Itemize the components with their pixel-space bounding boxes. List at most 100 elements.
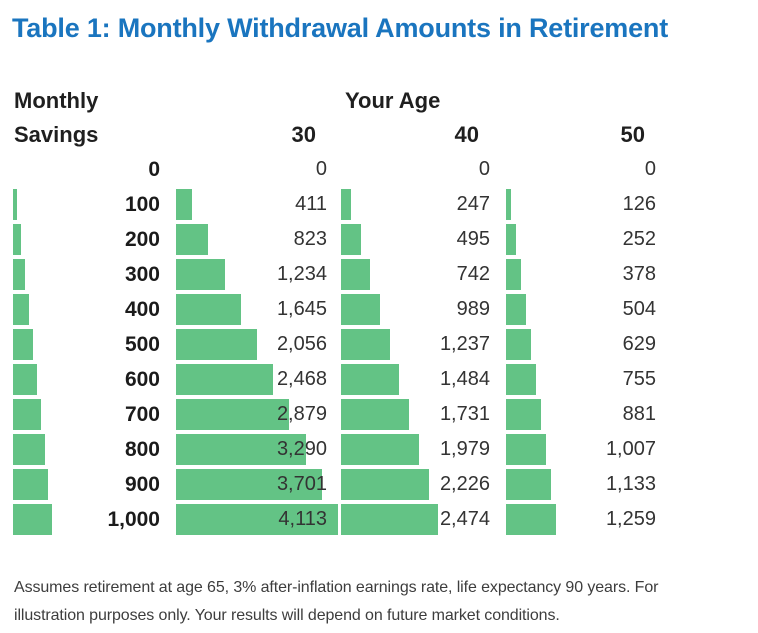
header-age-50: 50 <box>620 122 645 147</box>
age-40-value: 1,979 <box>439 438 490 460</box>
age-30-value: 2,879 <box>276 403 327 425</box>
savings-bar <box>13 189 17 220</box>
age-40-value: 1,484 <box>439 368 490 390</box>
age-40-value: 495 <box>456 228 490 250</box>
savings-bar <box>13 329 33 360</box>
age-50-bar <box>506 399 541 430</box>
age-30-value: 2,468 <box>276 368 327 390</box>
age-40-value: 0 <box>478 158 490 180</box>
header-your-age: Your Age <box>345 88 441 113</box>
footnote-line-2: illustration purposes only. Your results… <box>14 607 560 624</box>
savings-bar <box>13 259 25 290</box>
age-50-bar <box>506 224 516 255</box>
table-row: 100 411 247 126 <box>0 187 758 222</box>
age-30-value: 411 <box>295 193 327 215</box>
savings-bar <box>13 224 21 255</box>
savings-bar <box>13 294 29 325</box>
age-50-value: 126 <box>622 193 656 215</box>
age-40-value: 2,226 <box>439 473 490 495</box>
age-30-value: 0 <box>315 158 327 180</box>
age-40-bar <box>341 399 410 430</box>
table-row: 600 2,468 1,484 755 <box>0 362 758 397</box>
age-50-value: 0 <box>644 158 656 180</box>
age-50-value: 1,133 <box>605 473 656 495</box>
table-row: 1,000 4,113 2,474 1,259 <box>0 502 758 537</box>
table-row: 400 1,645 989 504 <box>0 292 758 327</box>
age-50-value: 881 <box>622 403 656 425</box>
savings-bar <box>13 504 53 535</box>
savings-bar <box>13 434 45 465</box>
header-monthly: Monthly <box>14 88 99 113</box>
age-50-bar <box>506 329 531 360</box>
table-row: 800 3,290 1,979 1,007 <box>0 432 758 467</box>
table-row: 200 823 495 252 <box>0 222 758 257</box>
age-30-bar <box>176 189 193 220</box>
age-30-bar <box>176 259 225 290</box>
savings-amount: 600 <box>124 368 160 391</box>
age-50-bar <box>506 434 546 465</box>
savings-amount: 900 <box>124 473 160 496</box>
table-header: Monthly Savings Your Age 30 40 50 <box>0 86 758 152</box>
savings-amount: 1,000 <box>107 508 160 531</box>
savings-amount: 700 <box>124 403 160 426</box>
age-30-bar <box>176 294 241 325</box>
savings-amount: 300 <box>124 263 160 286</box>
age-50-bar <box>506 259 521 290</box>
age-40-bar <box>341 434 419 465</box>
age-30-bar <box>176 224 209 255</box>
header-age-30: 30 <box>291 122 316 147</box>
age-30-value: 3,701 <box>276 473 327 495</box>
savings-bar <box>13 399 41 430</box>
age-50-bar <box>506 294 526 325</box>
age-50-bar <box>506 364 536 395</box>
age-50-bar <box>506 469 551 500</box>
age-30-bar <box>176 434 306 465</box>
age-50-value: 378 <box>622 263 656 285</box>
age-40-value: 247 <box>456 193 490 215</box>
footnote-line-1: Assumes retirement at age 65, 3% after-i… <box>14 579 659 596</box>
age-30-value: 823 <box>293 228 327 250</box>
age-30-bar <box>176 504 339 535</box>
age-30-value: 4,113 <box>278 508 327 530</box>
table-row: 900 3,701 2,226 1,133 <box>0 467 758 502</box>
age-40-bar <box>341 294 380 325</box>
age-40-bar <box>341 504 439 535</box>
age-40-bar <box>341 224 361 255</box>
age-50-bar <box>506 189 511 220</box>
table-body: 0 0 0 0 100 411 247 126 200 823 495 252 <box>0 152 758 537</box>
age-50-value: 1,007 <box>605 438 656 460</box>
footnote: Assumes retirement at age 65, 3% after-i… <box>14 574 744 630</box>
age-50-bar <box>506 504 556 535</box>
age-40-value: 1,237 <box>439 333 490 355</box>
age-30-value: 2,056 <box>276 333 327 355</box>
age-30-value: 3,290 <box>276 438 327 460</box>
savings-amount: 100 <box>124 193 160 216</box>
table-row: 700 2,879 1,731 881 <box>0 397 758 432</box>
header-savings: Savings <box>14 122 99 147</box>
age-30-value: 1,234 <box>276 263 327 285</box>
age-40-value: 1,731 <box>439 403 490 425</box>
header-age-40: 40 <box>454 122 479 147</box>
age-50-value: 504 <box>622 298 656 320</box>
age-50-value: 252 <box>622 228 656 250</box>
age-40-value: 742 <box>456 263 490 285</box>
savings-bar <box>13 469 49 500</box>
page-title: Table 1: Monthly Withdrawal Amounts in R… <box>12 13 668 43</box>
savings-amount: 400 <box>124 298 160 321</box>
age-50-value: 629 <box>622 333 656 355</box>
age-30-bar <box>176 399 290 430</box>
age-30-bar <box>176 469 322 500</box>
age-40-bar <box>341 364 400 395</box>
savings-amount: 800 <box>124 438 160 461</box>
age-50-value: 755 <box>622 368 656 390</box>
age-30-value: 1,645 <box>276 298 327 320</box>
age-40-bar <box>341 259 371 290</box>
age-40-bar <box>341 189 351 220</box>
age-40-bar <box>341 469 429 500</box>
savings-amount: 0 <box>148 158 160 181</box>
savings-amount: 500 <box>124 333 160 356</box>
age-40-value: 2,474 <box>439 508 490 530</box>
age-40-value: 989 <box>456 298 490 320</box>
table-row: 500 2,056 1,237 629 <box>0 327 758 362</box>
